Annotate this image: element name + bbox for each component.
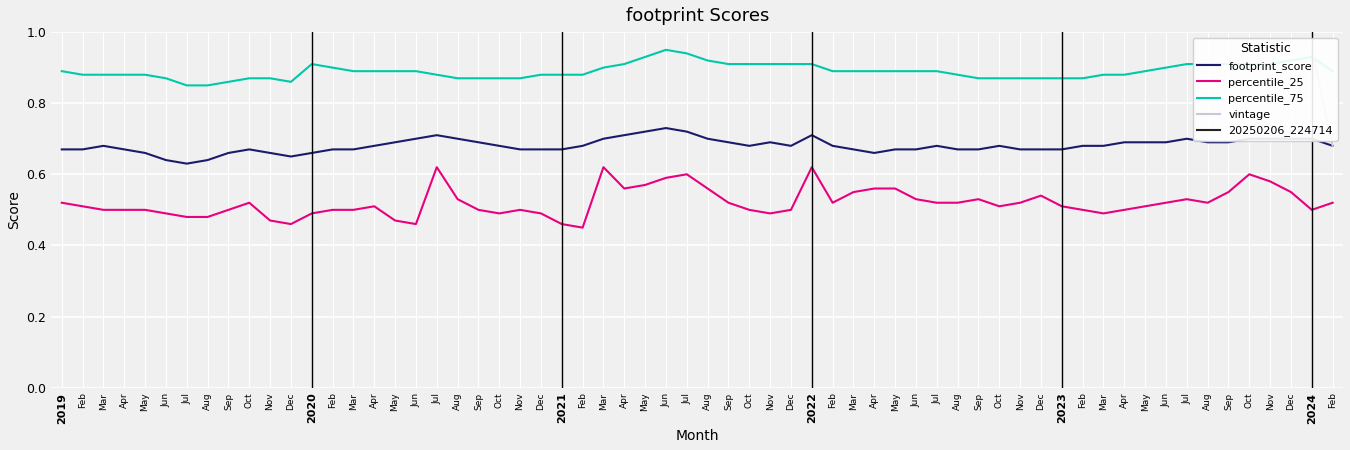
- Title: footprint Scores: footprint Scores: [625, 7, 770, 25]
- Y-axis label: Score: Score: [7, 190, 22, 230]
- Legend: footprint_score, percentile_25, percentile_75, vintage, 20250206_224714: footprint_score, percentile_25, percenti…: [1193, 38, 1338, 141]
- X-axis label: Month: Month: [675, 429, 720, 443]
